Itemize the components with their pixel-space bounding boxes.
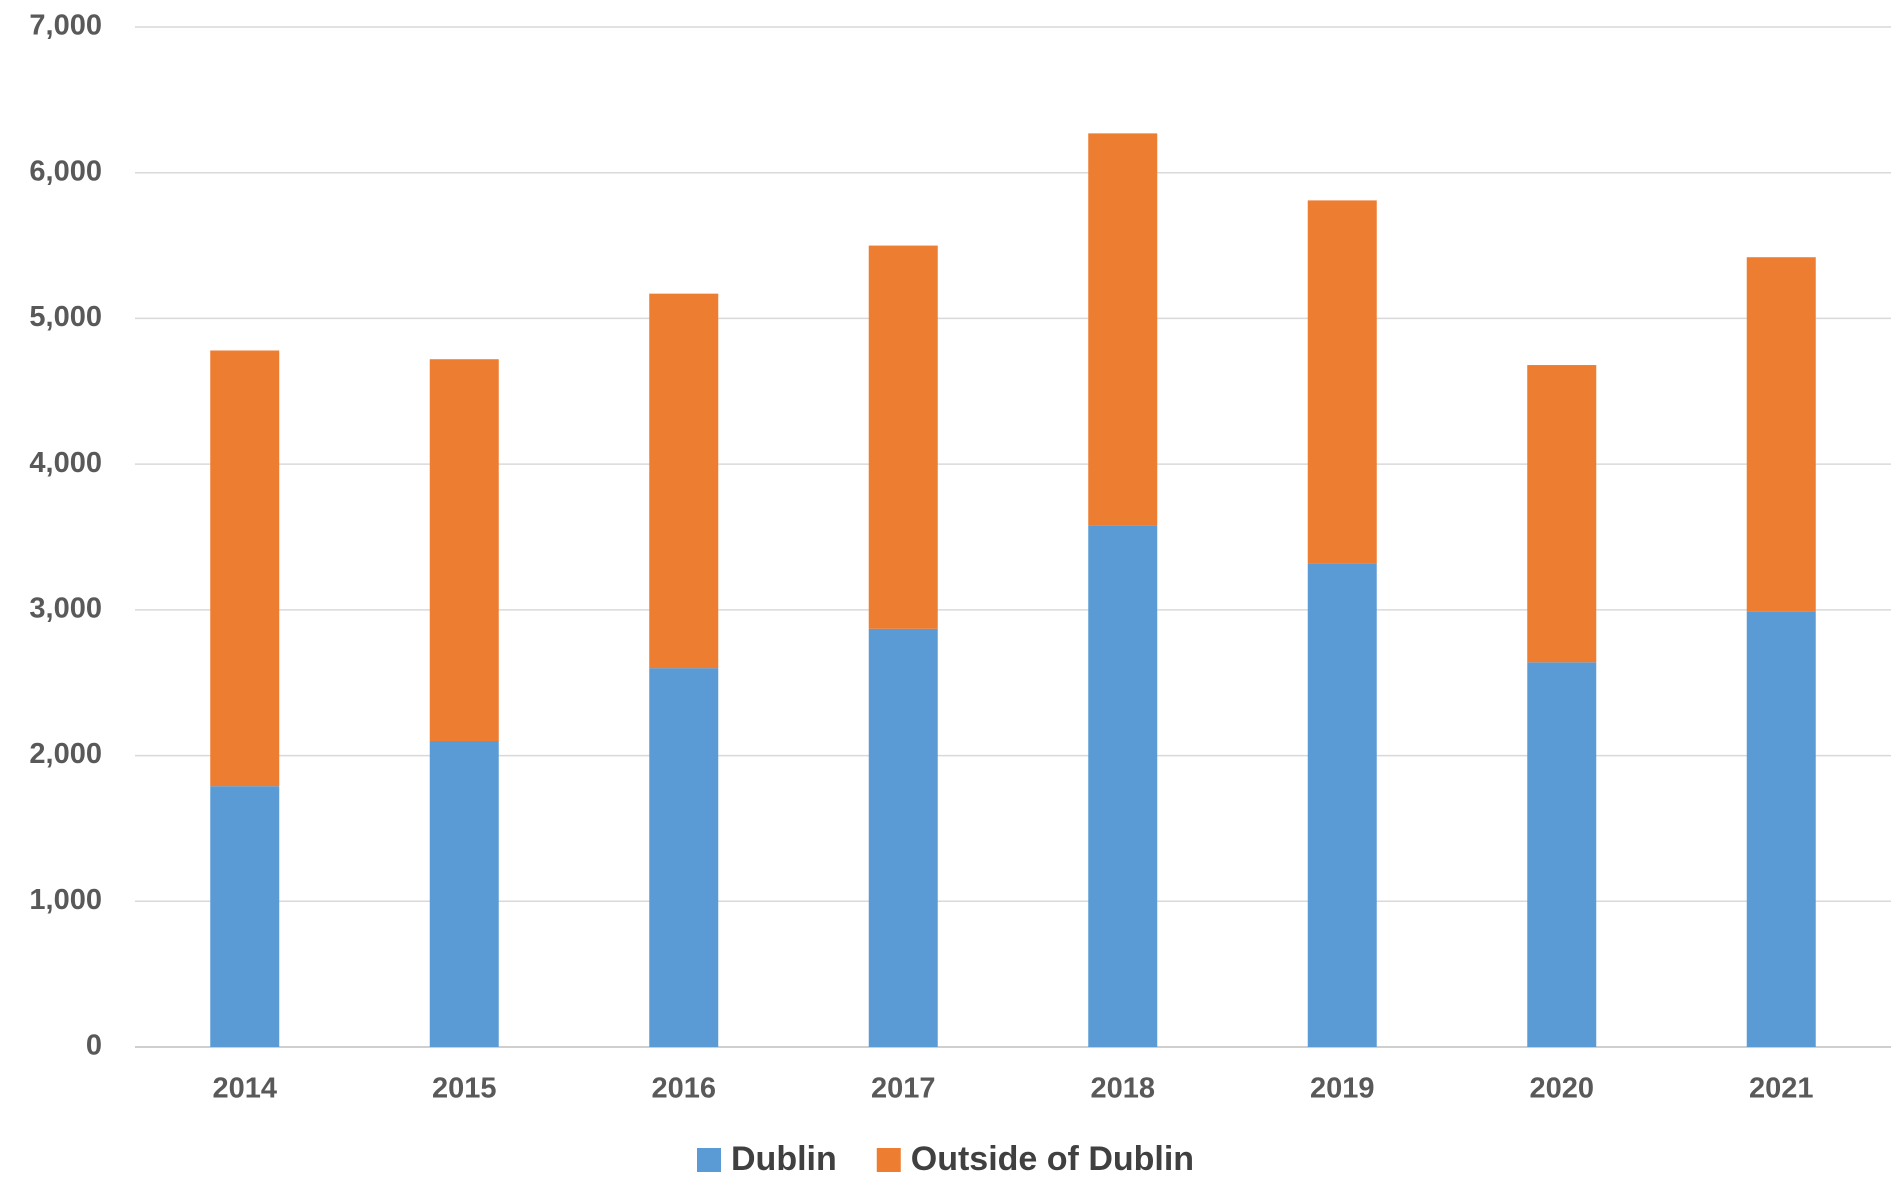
x-tick-label: 2016 (651, 1073, 716, 1105)
x-tick-label: 2021 (1749, 1073, 1814, 1105)
bar-segment (1088, 133, 1158, 526)
y-tick-label: 1,000 (29, 884, 102, 916)
y-tick-label: 5,000 (29, 301, 102, 333)
x-tick-label: 2015 (432, 1073, 497, 1105)
x-tick-label: 2020 (1529, 1073, 1594, 1105)
y-tick-label: 6,000 (29, 155, 102, 187)
y-tick-label: 4,000 (29, 447, 102, 479)
y-tick-label: 0 (86, 1030, 102, 1062)
y-tick-label: 3,000 (29, 593, 102, 625)
bar-segment (1527, 365, 1597, 663)
legend-label: Outside of Dublin (911, 1140, 1194, 1176)
bar-segment (1746, 257, 1816, 612)
y-tick-label: 2,000 (29, 738, 102, 770)
x-tick-label: 2019 (1310, 1073, 1375, 1105)
bar-segment (649, 293, 719, 669)
bar-segment (429, 359, 499, 741)
legend-swatch (876, 1148, 901, 1172)
bar-segment (1746, 611, 1816, 1047)
y-tick-label: 7,000 (29, 10, 102, 42)
bar-segment (1088, 525, 1158, 1047)
legend-swatch (697, 1148, 721, 1172)
x-tick-label: 2017 (871, 1073, 936, 1105)
x-tick-label: 2018 (1090, 1073, 1155, 1105)
bar-segment (868, 245, 938, 629)
bar-segment (649, 668, 719, 1047)
bar-segment (1527, 662, 1597, 1047)
bar-segment (210, 350, 280, 787)
bar-segment (210, 786, 280, 1047)
bar-segment (429, 741, 499, 1047)
bar-segment (1307, 200, 1377, 564)
x-tick-label: 2014 (212, 1073, 277, 1105)
bar-segment (1307, 563, 1377, 1047)
bar-segment (868, 628, 938, 1047)
legend-label: Dublin (731, 1140, 837, 1176)
